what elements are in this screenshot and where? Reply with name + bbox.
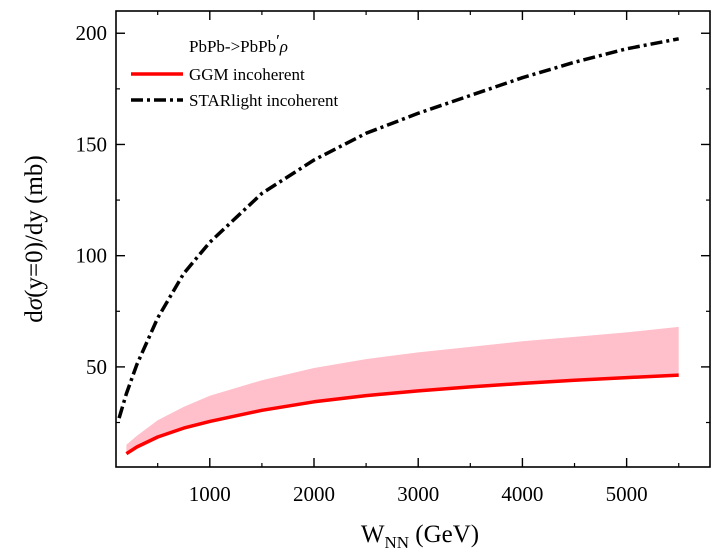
legend-header: PbPb->PbPb′ρ [189,31,288,56]
plot-frame [115,10,711,468]
legend-label-ggm: GGM incoherent [189,65,305,84]
uncertainty-band-layer [126,326,679,454]
series-line-ggm [125,373,679,456]
x-axis-title-subscript: NN [384,533,409,552]
series-line-starlight [117,37,680,419]
x-axis-title: WNN (GeV) [361,521,479,552]
x-tick-label: 3000 [397,482,439,506]
x-tick-label: 2000 [293,482,335,506]
ggm-uncertainty-band [126,326,679,454]
y-tick-label: 200 [76,21,108,45]
x-tick-label: 5000 [606,482,648,506]
x-tick-label: 1000 [189,482,231,506]
y-axis-title: dσ(y=0)/dy (mb) [21,155,48,322]
y-tick-label: 150 [76,132,108,156]
y-tick-label: 50 [86,355,107,379]
series-layer [117,37,680,456]
ticks-layer: 1000 2000 3000 4000 5000 50 100 150 200 [76,11,710,506]
y-tick-label: 100 [76,244,108,268]
x-tick-label: 4000 [501,482,543,506]
legend-label-starlight: STARlight incoherent [189,91,339,110]
legend: PbPb->PbPb′ρ GGM incoherent STARlight in… [131,31,339,110]
